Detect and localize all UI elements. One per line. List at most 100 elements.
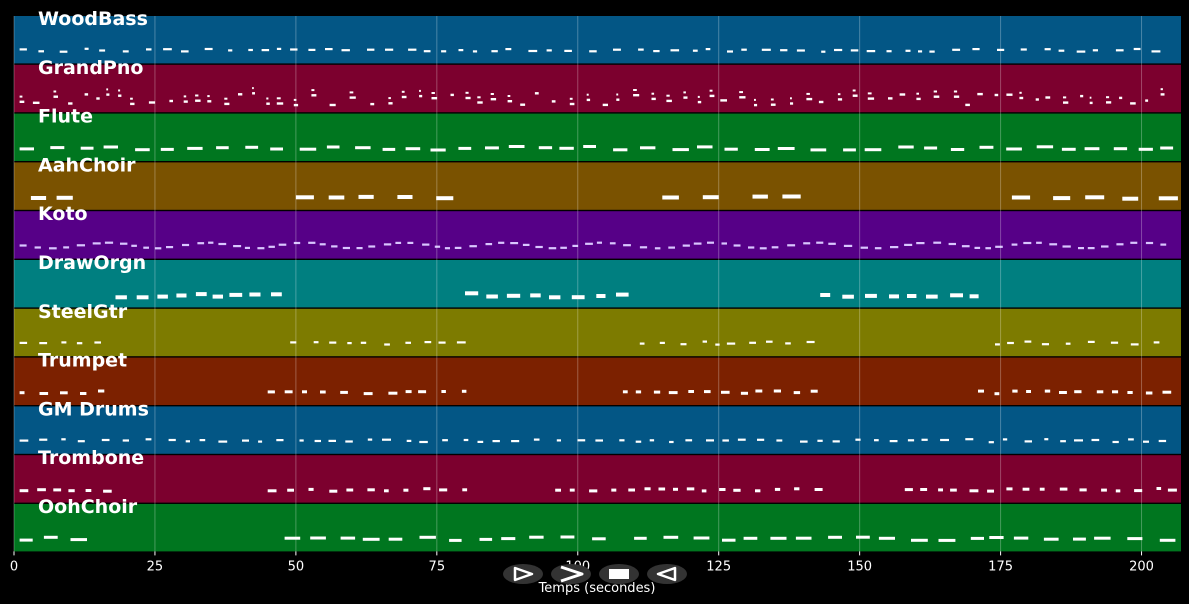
note [704,390,711,394]
note [640,146,656,150]
note [367,438,373,441]
note [757,438,765,441]
track-koto [14,211,1181,259]
note [1089,101,1093,105]
play-button[interactable] [503,564,543,584]
note [228,49,233,52]
note [724,147,738,151]
note [419,89,421,92]
note [644,487,651,491]
note [456,341,466,344]
note [924,146,938,150]
note [293,98,297,101]
note [462,488,468,492]
note [118,89,121,92]
note [329,489,338,493]
note [810,389,818,393]
note [965,438,974,441]
note [555,488,561,492]
note [233,245,242,248]
note [985,247,991,250]
note [800,440,808,443]
note [874,247,882,250]
note [1026,390,1031,393]
track-woodbass [14,16,1181,64]
note [80,392,87,395]
note [611,488,617,492]
note [855,438,861,441]
x-tick-label: 200 [1129,559,1154,574]
note [577,439,586,442]
note [43,535,58,539]
track-band [14,357,1181,405]
track-label: Flute [38,106,93,128]
note [989,536,1004,539]
fast-forward-button[interactable] [551,564,591,584]
note [224,102,230,106]
note [183,95,187,98]
note [204,47,213,51]
note [1127,537,1143,541]
note [1167,488,1177,492]
note [1153,341,1160,344]
note [383,243,392,246]
note [1053,196,1071,201]
note [430,148,446,152]
note [395,241,402,244]
track-trombone [14,455,1181,503]
note [1059,487,1068,491]
note [185,440,190,443]
note [1085,195,1105,200]
note [76,244,85,247]
note [1024,340,1032,343]
note [754,103,758,107]
note [852,94,858,97]
note [340,536,356,540]
note [635,440,642,443]
note [782,194,801,199]
note [806,340,815,344]
note [267,390,275,394]
note [754,98,756,101]
note [864,148,882,152]
note [160,147,174,151]
note [508,145,525,148]
note [49,247,57,250]
note [405,341,411,344]
note [1049,243,1058,246]
note [569,97,573,100]
note [122,439,129,442]
note [308,48,316,51]
note [1076,50,1086,53]
note [950,148,965,151]
track-labels-layer: WoodBass GrandPno Flute AahChoir Koto DrawOrg… [38,8,149,518]
note [970,536,984,540]
track-label: AahChoir [38,154,136,176]
note [1063,96,1067,99]
note [706,439,714,442]
note [796,49,805,52]
rewind-button[interactable] [647,564,687,584]
note [1044,438,1049,441]
note [329,341,337,344]
note [1127,391,1133,394]
note [953,95,960,98]
note [491,50,498,53]
note [673,487,678,491]
note [533,438,540,441]
note [229,292,243,297]
note [176,293,187,298]
note [1036,145,1054,149]
note [39,392,49,395]
note [755,389,763,393]
note [431,97,438,100]
note [549,295,561,300]
note [143,246,149,249]
note [1059,391,1067,394]
track-label: SteelGtr [38,301,128,323]
note [397,195,413,199]
note [916,97,921,101]
stop-button[interactable] [599,564,639,584]
track-band [14,64,1181,113]
note [658,487,666,491]
